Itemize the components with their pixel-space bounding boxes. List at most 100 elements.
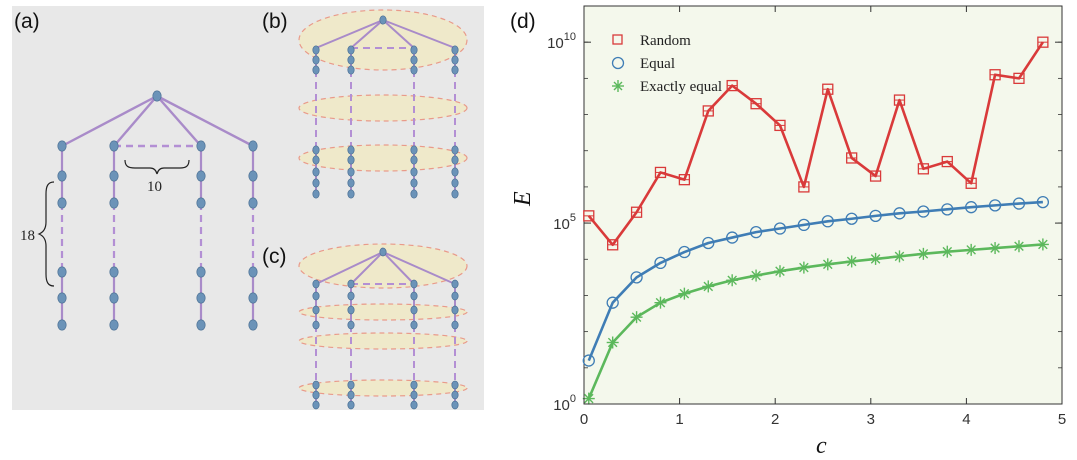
data-point-exactly-equal bbox=[941, 245, 954, 258]
tree-node bbox=[57, 170, 67, 182]
data-point-exactly-equal bbox=[989, 242, 1002, 255]
data-point-exactly-equal bbox=[845, 255, 858, 268]
tree-node bbox=[312, 167, 320, 177]
asterisk-stroke bbox=[751, 270, 761, 281]
data-point-exactly-equal bbox=[893, 250, 906, 263]
x-tick-label: 0 bbox=[580, 411, 588, 428]
tree-node bbox=[451, 178, 459, 188]
data-point-exactly-equal bbox=[750, 269, 763, 282]
data-point-exactly-equal bbox=[702, 280, 715, 293]
panel-label-a: (a) bbox=[14, 10, 40, 33]
tree-edge bbox=[382, 19, 456, 49]
tree-node bbox=[152, 90, 162, 102]
asterisk-stroke bbox=[894, 251, 905, 262]
tree-node bbox=[347, 45, 355, 55]
brace-height bbox=[37, 181, 55, 287]
tree-node bbox=[410, 320, 418, 330]
legend-label-random: Random bbox=[640, 33, 691, 49]
data-point-equal bbox=[582, 354, 595, 367]
tree-node bbox=[196, 140, 206, 152]
data-point-equal bbox=[749, 225, 763, 239]
data-point-exactly-equal bbox=[1012, 240, 1025, 253]
data-point-exactly-equal bbox=[773, 265, 786, 278]
panel-label-c: (c) bbox=[262, 245, 287, 268]
data-point-equal bbox=[965, 201, 978, 214]
brace-width bbox=[124, 159, 190, 175]
tree-node bbox=[109, 140, 119, 152]
y-tick-label: 100 bbox=[553, 393, 576, 414]
x-tick-label: 5 bbox=[1058, 411, 1066, 428]
tree-node bbox=[196, 266, 206, 278]
data-point-equal bbox=[1036, 195, 1050, 209]
tree-node bbox=[248, 140, 258, 152]
tree-node bbox=[57, 197, 67, 209]
tree-node bbox=[410, 65, 418, 75]
data-point-equal bbox=[941, 203, 954, 216]
chart-markers bbox=[582, 36, 1050, 405]
data-point-equal bbox=[1012, 197, 1026, 210]
tree-node bbox=[109, 197, 119, 209]
data-point-equal bbox=[893, 207, 906, 220]
tree-node bbox=[312, 189, 320, 199]
tree-edge bbox=[350, 251, 384, 285]
data-point-equal bbox=[797, 218, 811, 232]
tree-node bbox=[410, 390, 418, 400]
tree-node bbox=[312, 390, 320, 400]
tree-node bbox=[57, 292, 67, 304]
tree-node bbox=[347, 390, 355, 400]
data-point-exactly-equal bbox=[965, 243, 978, 256]
tree-node bbox=[312, 55, 320, 65]
data-point-exactly-equal bbox=[654, 296, 667, 309]
tree-node bbox=[347, 305, 355, 315]
tree-edge bbox=[382, 19, 415, 49]
tree-edge bbox=[315, 251, 384, 285]
tree-node bbox=[347, 380, 355, 390]
tree-node bbox=[312, 155, 320, 165]
layer-ellipse bbox=[298, 379, 468, 397]
tree-node bbox=[347, 178, 355, 188]
data-point-equal bbox=[988, 199, 1002, 212]
chart: 0 1 2 3 4 5 100 105 1010 c E Random Equal Exactl… bbox=[510, 5, 1066, 459]
asterisk-stroke bbox=[607, 337, 618, 348]
tree-node bbox=[109, 170, 119, 182]
tree-node bbox=[312, 305, 320, 315]
asterisk-stroke bbox=[799, 262, 809, 273]
tree-node bbox=[196, 292, 206, 304]
chart-ticks: 0 1 2 3 4 5 100 105 1010 bbox=[547, 5, 1066, 428]
tree-node bbox=[451, 279, 459, 289]
tree-node bbox=[451, 390, 459, 400]
data-point-exactly-equal bbox=[726, 274, 739, 287]
layer-ellipse bbox=[298, 243, 468, 289]
tree-node bbox=[451, 400, 459, 410]
tree-node bbox=[312, 145, 320, 155]
x-tick-label: 2 bbox=[771, 411, 779, 428]
tree-node bbox=[347, 55, 355, 65]
tree-node bbox=[347, 189, 355, 199]
data-point-exactly-equal bbox=[797, 261, 810, 274]
tree-node bbox=[451, 65, 459, 75]
tree-node bbox=[196, 197, 206, 209]
layer-ellipse bbox=[298, 303, 468, 321]
tree-node bbox=[312, 65, 320, 75]
data-point-exactly-equal bbox=[630, 311, 643, 324]
tree-node bbox=[347, 145, 355, 155]
data-point-equal bbox=[678, 245, 691, 259]
y-tick-label: 105 bbox=[553, 212, 576, 233]
tree-edge bbox=[315, 19, 384, 49]
tree-edge bbox=[61, 94, 158, 148]
asterisk-stroke bbox=[822, 259, 833, 270]
asterisk-stroke bbox=[631, 312, 642, 322]
tree-node bbox=[347, 167, 355, 177]
tree-node bbox=[312, 291, 320, 301]
tree-node bbox=[248, 266, 258, 278]
tree-node bbox=[410, 305, 418, 315]
asterisk-stroke bbox=[583, 393, 594, 404]
asterisk-stroke bbox=[775, 266, 785, 277]
panel-label-d: (d) bbox=[510, 10, 536, 33]
asterisk-stroke bbox=[846, 256, 857, 267]
tree-node bbox=[451, 167, 459, 177]
plot-background bbox=[583, 5, 1063, 405]
data-point-equal bbox=[702, 236, 715, 250]
tree-node bbox=[57, 266, 67, 278]
